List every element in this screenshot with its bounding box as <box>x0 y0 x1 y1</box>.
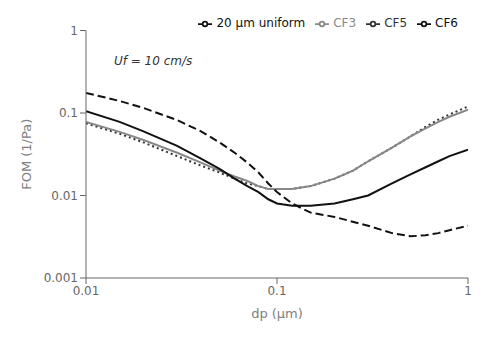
svg-text:0.01: 0.01 <box>73 284 100 298</box>
html-text:CF6: CF6 <box>435 16 458 30</box>
svg-text:Uf = 10 cm/s: Uf = 10 cm/s <box>114 54 192 68</box>
svg-text:0.01: 0.01 <box>51 189 78 203</box>
svg-text:0.1: 0.1 <box>267 284 286 298</box>
svg-text:0.001: 0.001 <box>44 271 78 285</box>
html-text:20 μm uniform: 20 μm uniform <box>216 16 306 30</box>
html-text:CF3: CF3 <box>333 16 357 30</box>
svg-text:FOM (1/Pa): FOM (1/Pa) <box>19 119 34 190</box>
svg-text:1: 1 <box>70 24 78 38</box>
svg-text:dp (μm): dp (μm) <box>251 306 303 321</box>
html-text:CF5: CF5 <box>384 16 408 30</box>
svg-text:0.1: 0.1 <box>59 106 78 120</box>
svg-text:1: 1 <box>464 284 472 298</box>
